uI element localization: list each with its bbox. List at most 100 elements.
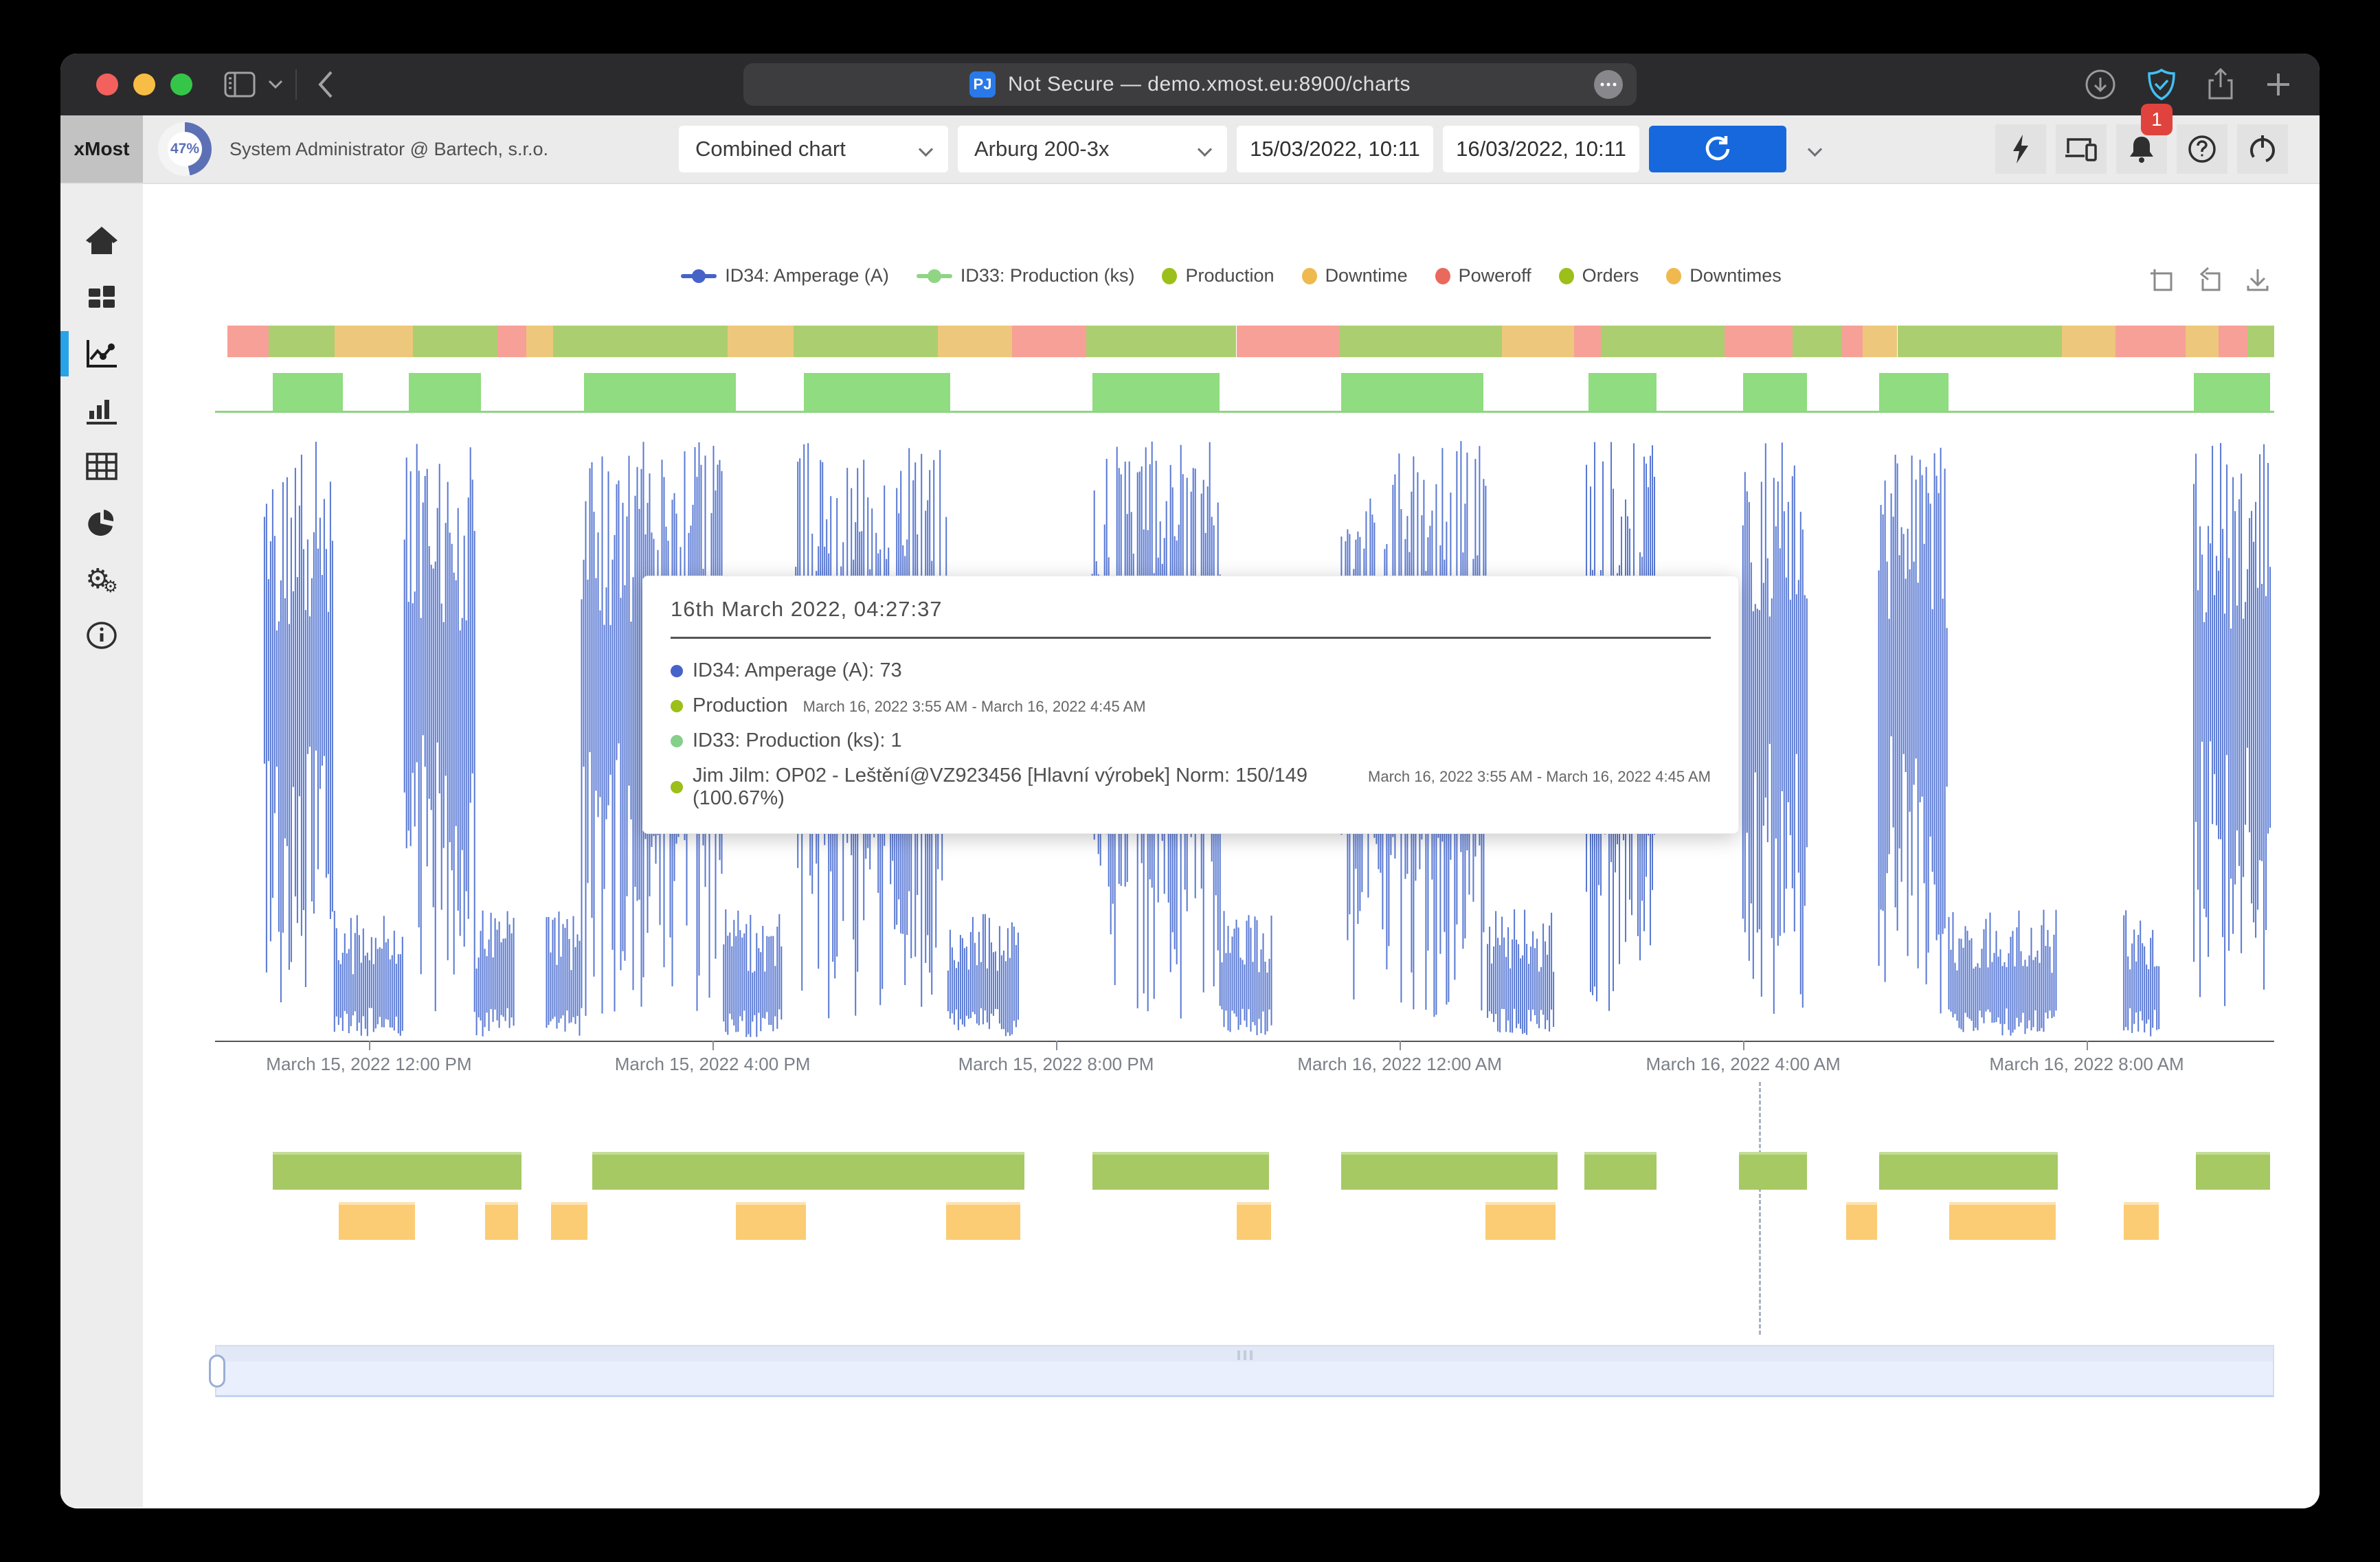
- devices-button[interactable]: [2056, 124, 2107, 174]
- date-from-input[interactable]: 15/03/2022, 10:11: [1237, 126, 1433, 172]
- legend-label: ID33: Production (ks): [961, 265, 1135, 286]
- navigator-grip[interactable]: [1237, 1350, 1253, 1360]
- close-window-button[interactable]: [96, 73, 118, 95]
- downtime-bar: [551, 1202, 588, 1240]
- production-block: [584, 373, 737, 412]
- share-icon[interactable]: [2207, 68, 2234, 101]
- side-nav: ⚙ ⚙: [60, 184, 143, 1507]
- quick-actions-button[interactable]: [1995, 124, 2046, 174]
- downtime-bar: [339, 1202, 415, 1240]
- orders-bar: [592, 1152, 1024, 1190]
- chart-panel: ID34: Amperage (A) ID33: Production (ks) P…: [143, 184, 2320, 1507]
- status-band-segment: [1339, 326, 1502, 357]
- legend-item[interactable]: Downtime: [1302, 265, 1408, 286]
- legend-label: Orders: [1582, 265, 1639, 286]
- orders-bar: [1341, 1152, 1558, 1190]
- status-band-segment: [269, 326, 335, 357]
- orders-bar: [2196, 1152, 2270, 1190]
- legend-item[interactable]: Orders: [1559, 265, 1639, 286]
- browser-window: PJ Not Secure — demo.xmost.eu:8900/chart…: [60, 54, 2320, 1508]
- app-brand[interactable]: xMost: [60, 115, 143, 183]
- notification-badge: 1: [2141, 104, 2173, 135]
- chevron-down-icon: [1198, 143, 1211, 155]
- refresh-button[interactable]: [1649, 126, 1786, 172]
- status-band-segment: [335, 326, 413, 357]
- tab-chevron-icon[interactable]: [268, 80, 283, 89]
- address-bar[interactable]: PJ Not Secure — demo.xmost.eu:8900/chart…: [743, 63, 1637, 106]
- x-axis-tick: [1743, 1041, 1744, 1050]
- toolbar-divider: [295, 69, 297, 100]
- legend-item[interactable]: Production: [1162, 265, 1274, 286]
- orders-bar: [1584, 1152, 1657, 1190]
- status-band-segment: [526, 326, 553, 357]
- sidebar-item-table[interactable]: [60, 438, 143, 495]
- status-band-segment: [938, 326, 1012, 357]
- sidebar-toggle-icon[interactable]: [224, 71, 256, 98]
- orders-bar: [1739, 1152, 1807, 1190]
- production-block: [1341, 373, 1483, 412]
- status-band-segment: [1725, 326, 1793, 357]
- chart-legend: ID34: Amperage (A) ID33: Production (ks) P…: [143, 265, 2320, 286]
- sidebar-item-home[interactable]: [60, 213, 143, 269]
- legend-item[interactable]: ID34: Amperage (A): [681, 265, 889, 286]
- minimize-window-button[interactable]: [133, 73, 155, 95]
- selection-zoom-icon[interactable]: [2148, 267, 2175, 294]
- logout-power-button[interactable]: [2237, 124, 2288, 174]
- chart-type-select[interactable]: Combined chart: [679, 126, 948, 172]
- downtime-bar: [485, 1202, 518, 1240]
- x-axis-tick: [712, 1041, 714, 1050]
- tooltip-row-time: March 16, 2022 3:55 AM - March 16, 2022 …: [1368, 768, 1711, 786]
- page-options-icon[interactable]: [1594, 70, 1623, 99]
- sidebar-item-line-chart[interactable]: [60, 326, 143, 382]
- reset-zoom-icon[interactable]: [2196, 267, 2223, 294]
- legend-label: Production: [1185, 265, 1274, 286]
- machine-select[interactable]: Arburg 200-3x: [958, 126, 1227, 172]
- orders-bar: [1879, 1152, 2058, 1190]
- back-button[interactable]: [317, 71, 334, 98]
- sidebar-item-info[interactable]: [60, 607, 143, 664]
- legend-dot-marker: [1162, 268, 1177, 284]
- status-band-segment: [2062, 326, 2115, 357]
- x-axis-tick: [2087, 1041, 2088, 1050]
- chevron-down-icon: [919, 143, 932, 155]
- zoom-window-button[interactable]: [170, 73, 192, 95]
- sidebar-item-settings[interactable]: ⚙ ⚙: [60, 551, 143, 607]
- x-axis-tick: [369, 1041, 370, 1050]
- site-favicon: PJ: [969, 71, 996, 98]
- range-navigator[interactable]: [215, 1345, 2274, 1397]
- sidebar-item-pie-chart[interactable]: [60, 495, 143, 551]
- notifications-button[interactable]: 1: [2116, 124, 2167, 174]
- downtime-bar: [736, 1202, 806, 1240]
- sidebar-item-bar-chart[interactable]: [60, 382, 143, 438]
- privacy-shield-icon[interactable]: [2146, 68, 2177, 101]
- tooltip-row-text: Production: [693, 694, 788, 717]
- series-dot-icon: [671, 700, 683, 712]
- download-chart-icon[interactable]: [2244, 267, 2271, 294]
- legend-item[interactable]: ID33: Production (ks): [917, 265, 1135, 286]
- new-tab-icon[interactable]: [2265, 71, 2292, 98]
- more-options-chevron-icon[interactable]: [1808, 143, 1821, 155]
- sidebar-item-dashboard[interactable]: [60, 269, 143, 326]
- usage-donut: 47%: [158, 122, 212, 176]
- window-controls[interactable]: [96, 73, 192, 95]
- status-band-segment: [497, 326, 526, 357]
- downloads-icon[interactable]: [2085, 69, 2116, 100]
- status-band-segment: [1601, 326, 1725, 357]
- legend-item[interactable]: Poweroff: [1435, 265, 1531, 286]
- status-band-segment: [1502, 326, 1574, 357]
- tooltip-title: 16th March 2022, 04:27:37: [671, 597, 1711, 622]
- orders-bar: [1092, 1152, 1270, 1190]
- series-dot-icon: [671, 665, 683, 677]
- production-block: [1743, 373, 1807, 412]
- downtime-bar: [946, 1202, 1020, 1240]
- downtime-bar: [1846, 1202, 1877, 1240]
- legend-dot-marker: [1302, 268, 1317, 284]
- legend-item[interactable]: Downtimes: [1666, 265, 1782, 286]
- date-to-input[interactable]: 16/03/2022, 10:11: [1443, 126, 1639, 172]
- downtime-bar: [2124, 1202, 2159, 1240]
- status-band: [215, 326, 2274, 357]
- navigator-left-handle[interactable]: [209, 1355, 225, 1388]
- status-band-segment: [2186, 326, 2219, 357]
- help-button[interactable]: [2177, 124, 2227, 174]
- production-block: [1092, 373, 1220, 412]
